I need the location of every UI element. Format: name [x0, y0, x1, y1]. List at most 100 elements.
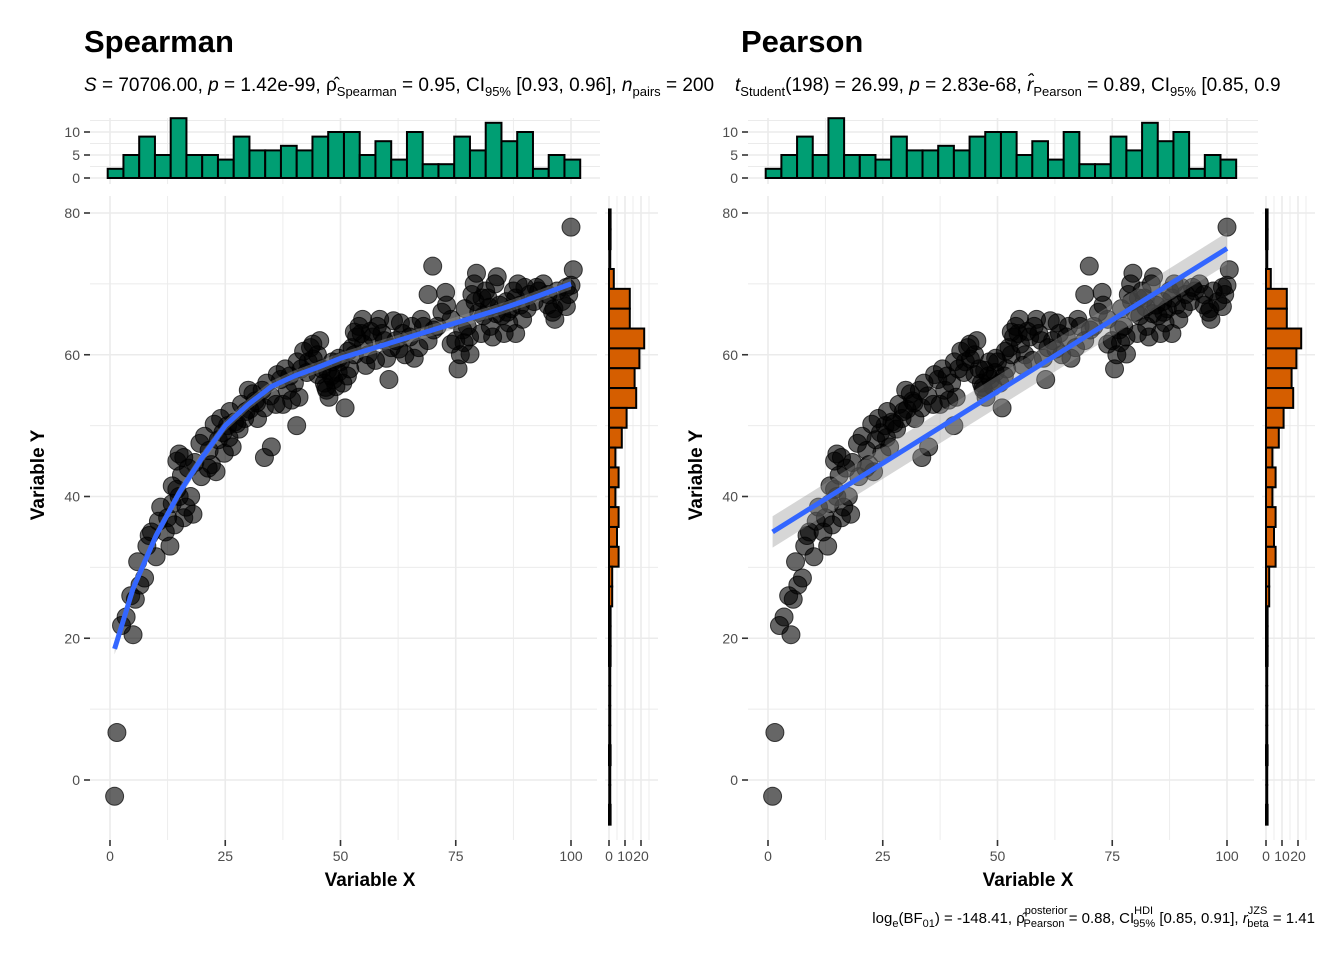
y-histogram-bar — [1265, 724, 1269, 747]
data-point — [1092, 282, 1112, 302]
y-histogram-bar — [608, 486, 617, 509]
data-point — [366, 350, 386, 370]
data-point — [763, 786, 783, 806]
x-histogram-bar — [796, 135, 814, 180]
x-histogram-bar — [468, 149, 487, 179]
x-histogram-bar — [484, 121, 503, 180]
y-axis-tick-label: 20 — [64, 630, 80, 646]
y-histogram-bar — [608, 367, 636, 390]
x-histogram-tick-label: 5 — [730, 147, 738, 163]
data-point — [254, 448, 274, 468]
y-histogram-bar — [1265, 764, 1269, 786]
x-histogram-tick-label: 10 — [64, 124, 80, 140]
x-axis-tick-label: 0 — [106, 848, 114, 864]
data-point — [912, 448, 932, 468]
y-histogram-bar — [1265, 307, 1288, 330]
y-histogram-bar — [1265, 585, 1271, 608]
pearson-title: Pearson — [741, 24, 863, 59]
x-histogram-bar — [138, 135, 156, 180]
data-point — [1031, 331, 1051, 351]
x-histogram-bar — [780, 154, 799, 179]
y-axis-tick-label: 20 — [722, 630, 738, 646]
x-histogram-bar — [968, 135, 987, 180]
y-histogram-bar — [1265, 486, 1274, 509]
data-point — [1217, 217, 1237, 237]
y-histogram-bar — [1265, 605, 1269, 628]
data-point — [105, 786, 125, 806]
data-point — [781, 625, 801, 645]
y-histogram-bar — [1265, 208, 1269, 231]
y-histogram-bar — [1265, 704, 1269, 727]
y-histogram-bar — [608, 724, 612, 747]
x-histogram-bar — [1015, 154, 1034, 179]
y-histogram-bar — [1265, 565, 1271, 588]
data-point — [842, 452, 862, 472]
data-point — [992, 398, 1012, 418]
data-point — [1123, 263, 1143, 283]
data-point — [786, 552, 806, 572]
y-histogram-bar — [1265, 803, 1269, 826]
x-axis-tick-label: 75 — [448, 848, 464, 864]
x-histogram-bar — [342, 131, 361, 179]
data-point — [344, 322, 364, 342]
data-point — [818, 536, 838, 556]
y-histogram-bar — [1265, 426, 1280, 449]
pearson-x-marginal-histogram — [764, 117, 1238, 180]
spearman-panel: Spearman S = 70706.00, p = 1.42e-99, ρ̂S… — [28, 24, 714, 891]
x-histogram-bar — [531, 167, 550, 180]
y-histogram-bar — [608, 387, 638, 409]
x-histogram-bar — [1062, 131, 1081, 179]
data-point — [804, 547, 824, 567]
x-histogram-tick-label: 5 — [72, 147, 80, 163]
data-point — [1098, 334, 1118, 354]
y-histogram-bar — [608, 665, 612, 687]
y-histogram-bar — [1265, 784, 1269, 806]
x-histogram-bar — [547, 154, 566, 179]
data-point — [925, 365, 945, 385]
y-histogram-bar — [608, 744, 612, 767]
data-point — [335, 398, 355, 418]
y-histogram-bar — [608, 525, 618, 548]
y-histogram-bar — [608, 803, 612, 826]
y-histogram-bar — [608, 287, 631, 310]
x-histogram-bar — [563, 158, 582, 180]
x-histogram-bar — [984, 131, 1002, 179]
data-point — [1036, 370, 1056, 390]
x-axis-tick-label: 25 — [217, 848, 233, 864]
y-histogram-bar — [1265, 525, 1275, 548]
pearson-x-axis-title: Variable X — [983, 870, 1074, 891]
y-histogram-bar — [608, 565, 614, 588]
x-histogram-bar — [374, 140, 393, 179]
x-histogram-bar — [122, 154, 141, 179]
x-histogram-bar — [516, 131, 534, 179]
y-histogram-bar — [1265, 387, 1295, 409]
data-point — [862, 414, 882, 434]
x-histogram-bar — [1141, 121, 1159, 180]
x-histogram-bar — [185, 154, 204, 179]
data-point — [487, 267, 507, 287]
y-histogram-bar — [608, 684, 612, 707]
regression-line — [771, 246, 1229, 535]
x-histogram-bar — [106, 167, 125, 180]
y-axis-tick-label: 80 — [722, 205, 738, 221]
pearson-y-marginal-histogram — [1265, 208, 1303, 826]
data-point — [774, 607, 794, 627]
pearson-smooth-line — [771, 232, 1229, 548]
y-axis-tick-label: 40 — [722, 489, 738, 505]
y-histogram-bar — [608, 347, 641, 370]
x-histogram-bar — [390, 158, 408, 180]
x-histogram-bar — [827, 117, 846, 179]
data-point — [214, 443, 234, 463]
regression-line — [112, 281, 572, 650]
y-histogram-tick-label: 0 — [605, 848, 613, 864]
y-histogram-bar — [1265, 744, 1269, 767]
y-histogram-bar — [608, 267, 615, 290]
y-histogram-bar — [1265, 347, 1298, 370]
pearson-bayes-caption: loge(BF01) = -148.41, ρ̂posterior Pearson… — [872, 905, 1315, 930]
data-point — [123, 625, 143, 645]
data-point — [831, 508, 851, 528]
x-histogram-bar — [811, 154, 830, 179]
y-histogram-tick-label: 20 — [1290, 848, 1306, 864]
